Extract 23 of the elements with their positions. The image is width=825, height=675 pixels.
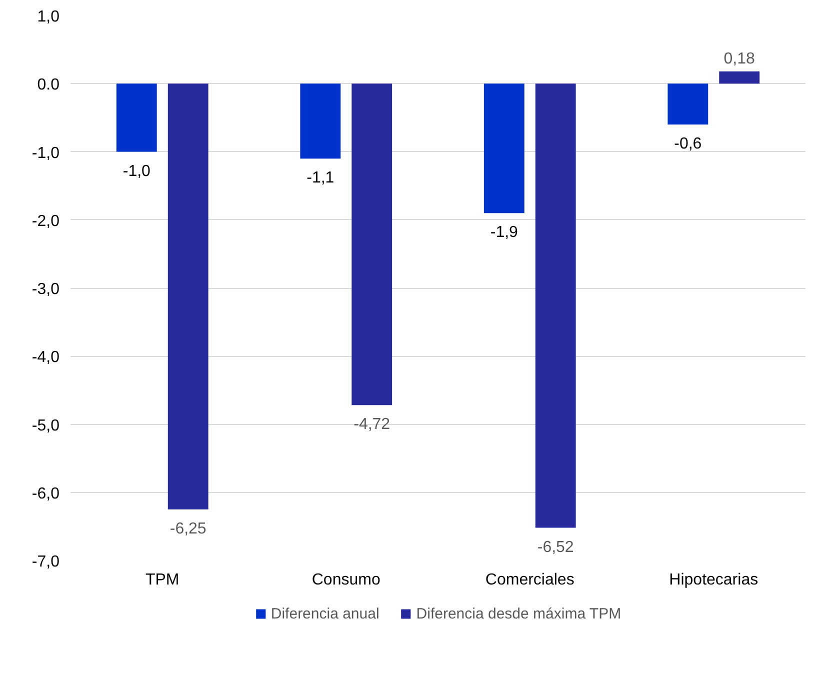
y-tick-label: -6,0: [32, 485, 60, 502]
legend-label: Diferencia desde máxima TPM: [416, 605, 622, 622]
data-label: -6,52: [537, 538, 574, 556]
legend-label: Diferencia anual: [270, 605, 380, 622]
data-label: -4,72: [354, 416, 390, 434]
x-tick-label: Hipotecarias: [669, 572, 758, 588]
data-label: -6,25: [170, 520, 206, 538]
data-label: -0,6: [674, 136, 702, 152]
data-label: -1,9: [490, 224, 518, 242]
y-tick-label: -1,0: [32, 144, 60, 162]
y-tick-label: -3,0: [32, 281, 60, 298]
y-tick-label: -4,0: [32, 349, 60, 366]
x-tick-label: TPM: [145, 572, 180, 588]
x-tick-label: Consumo: [312, 572, 380, 588]
y-tick-label: 0.0: [37, 76, 60, 94]
y-tick-label: -7,0: [32, 554, 60, 570]
data-label: -1,1: [306, 170, 334, 187]
data-label: -1,0: [122, 162, 151, 180]
y-tick-label: 1,0: [37, 8, 60, 26]
data-label: 0,18: [724, 50, 756, 68]
y-tick-label: -5,0: [32, 417, 60, 434]
x-tick-label: Comerciales: [485, 572, 574, 588]
y-tick-label: -2,0: [32, 212, 60, 230]
